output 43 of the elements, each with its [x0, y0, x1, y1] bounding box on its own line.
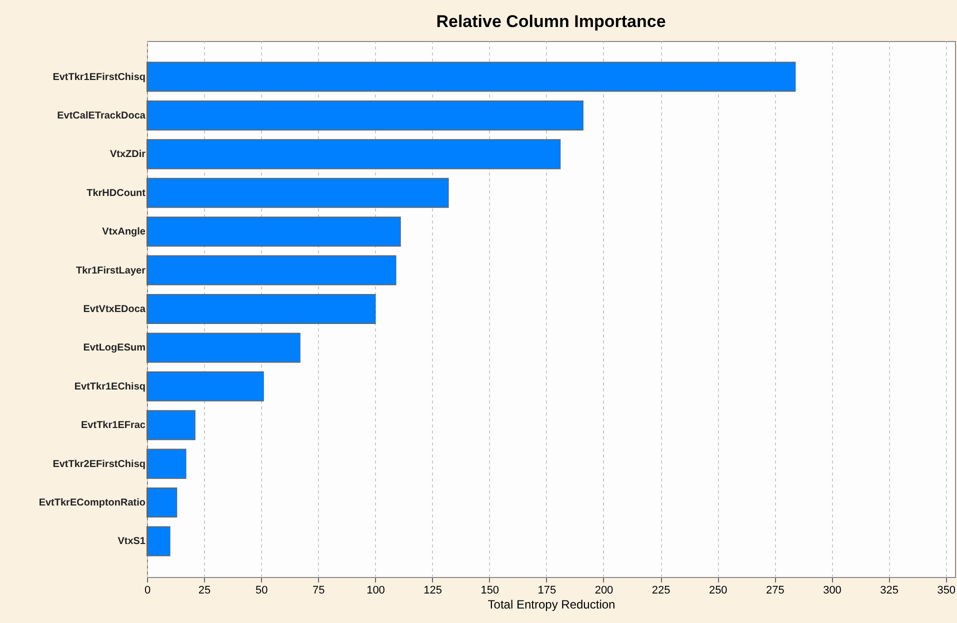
- bar: [146, 255, 396, 286]
- x-tick-label: 75: [312, 584, 325, 596]
- x-tick-label: 100: [366, 584, 385, 596]
- bar: [146, 332, 300, 363]
- y-tick-label: EvtCalETrackDoca: [57, 110, 146, 122]
- x-tick-label: 125: [424, 584, 442, 596]
- x-tick-label: 275: [766, 584, 784, 596]
- bar: [146, 100, 584, 131]
- y-tick-label: EvtTkr2EFirstChisq: [52, 458, 146, 470]
- x-tick-label: 175: [538, 584, 556, 596]
- x-tick-label: 200: [594, 584, 614, 596]
- bar: [146, 294, 376, 324]
- x-tick-label: 350: [937, 584, 956, 596]
- y-tick-label: Tkr1FirstLayer: [76, 265, 146, 276]
- chart-title: Relative Column Importance: [436, 12, 666, 31]
- x-tick-label: 325: [880, 584, 898, 596]
- bar: [146, 448, 186, 479]
- y-tick-label: EvtVtxEDoca: [83, 304, 146, 315]
- y-tick-label: VtxS1: [118, 536, 146, 548]
- y-tick-label: EvtTkr1EFrac: [81, 420, 146, 432]
- y-tick-label: VtxZDir: [110, 149, 146, 160]
- x-tick-label: 0: [144, 584, 151, 596]
- x-tick-label: 250: [708, 584, 728, 596]
- y-tick-label: EvtTkrEComptonRatio: [38, 498, 146, 508]
- y-tick-label: TkrHDCount: [86, 188, 146, 199]
- bar: [146, 62, 796, 92]
- bar: [146, 526, 170, 556]
- y-tick-label: EvtTkr1EFirstChisq: [52, 72, 146, 83]
- x-tick-label: 25: [198, 584, 211, 596]
- bar: [146, 487, 178, 518]
- x-tick-label: 150: [480, 584, 500, 596]
- x-tick-label: 50: [256, 584, 268, 596]
- y-tick-label: EvtLogESum: [83, 342, 146, 354]
- bar: [146, 139, 561, 170]
- bar: [146, 410, 196, 440]
- bar: [146, 371, 264, 402]
- x-tick-label: 225: [652, 584, 670, 596]
- x-tick-label: 300: [823, 584, 842, 596]
- y-tick-label: EvtTkr1EChisq: [74, 381, 146, 392]
- bar: [146, 178, 449, 208]
- x-axis-title: Total Entropy Reduction: [488, 598, 616, 612]
- y-tick-label: VtxAngle: [102, 226, 146, 238]
- bar: [146, 216, 401, 247]
